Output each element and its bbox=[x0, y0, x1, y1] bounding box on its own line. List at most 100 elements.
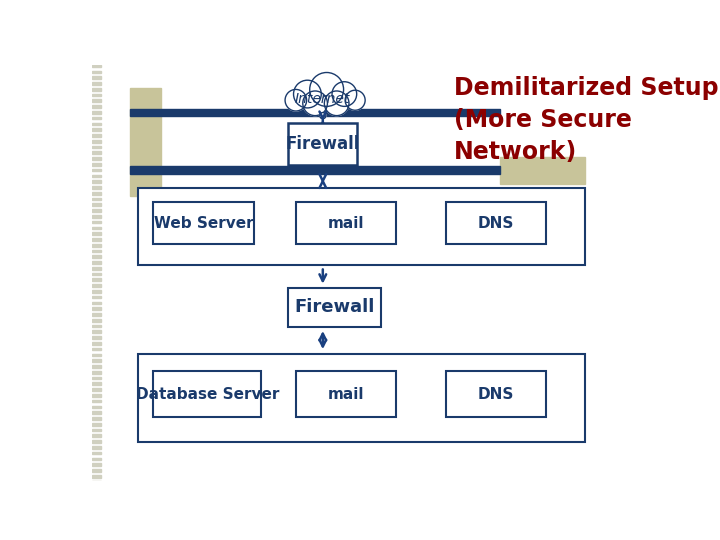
Bar bbox=[446, 372, 546, 417]
Bar bbox=[92, 105, 101, 108]
Bar bbox=[92, 463, 101, 466]
Bar bbox=[92, 267, 101, 269]
Bar bbox=[92, 319, 101, 322]
Bar bbox=[92, 452, 101, 455]
Bar bbox=[92, 249, 101, 252]
Bar bbox=[92, 481, 101, 483]
Text: Firewall: Firewall bbox=[294, 298, 374, 316]
Bar bbox=[446, 202, 546, 244]
Bar bbox=[92, 238, 101, 241]
Bar bbox=[130, 166, 500, 174]
Bar bbox=[92, 204, 101, 206]
Bar bbox=[92, 168, 101, 171]
Bar bbox=[153, 372, 261, 417]
Bar bbox=[92, 180, 101, 183]
Bar bbox=[92, 487, 101, 489]
Bar bbox=[92, 365, 101, 368]
Bar bbox=[92, 400, 101, 402]
Bar bbox=[92, 388, 101, 391]
Circle shape bbox=[345, 90, 365, 110]
Bar bbox=[92, 359, 101, 362]
Bar bbox=[92, 296, 101, 299]
Bar bbox=[92, 82, 101, 85]
Bar bbox=[500, 157, 585, 184]
Circle shape bbox=[285, 90, 307, 111]
Bar bbox=[92, 371, 101, 374]
Circle shape bbox=[303, 91, 328, 116]
Bar bbox=[92, 93, 101, 96]
Bar bbox=[92, 429, 101, 431]
Text: Database Server: Database Server bbox=[135, 387, 279, 402]
Bar bbox=[92, 226, 101, 229]
Bar bbox=[92, 423, 101, 426]
Text: mail: mail bbox=[328, 215, 364, 231]
Bar bbox=[92, 469, 101, 472]
Bar bbox=[92, 151, 101, 154]
Bar bbox=[92, 111, 101, 114]
Bar bbox=[92, 406, 101, 408]
Bar bbox=[92, 301, 101, 304]
Bar bbox=[92, 88, 101, 91]
Bar bbox=[92, 434, 101, 437]
Bar bbox=[92, 417, 101, 420]
Bar bbox=[288, 123, 357, 165]
Bar bbox=[92, 457, 101, 460]
Bar bbox=[92, 440, 101, 443]
Text: Firewall: Firewall bbox=[286, 134, 360, 153]
Bar bbox=[92, 475, 101, 477]
Bar bbox=[288, 288, 381, 327]
Bar bbox=[130, 88, 161, 195]
Text: DNS: DNS bbox=[478, 215, 514, 231]
Bar bbox=[92, 313, 101, 316]
Text: mail: mail bbox=[328, 387, 364, 402]
Bar bbox=[92, 492, 101, 495]
Bar bbox=[296, 202, 396, 244]
Bar bbox=[92, 198, 101, 200]
Bar bbox=[92, 330, 101, 333]
Bar bbox=[92, 244, 101, 247]
Bar bbox=[138, 354, 585, 442]
Circle shape bbox=[310, 72, 343, 106]
Bar bbox=[92, 284, 101, 287]
Bar bbox=[296, 372, 396, 417]
Bar bbox=[92, 163, 101, 166]
Circle shape bbox=[294, 80, 321, 108]
Text: Internet: Internet bbox=[295, 92, 351, 106]
Bar bbox=[130, 109, 500, 117]
Bar bbox=[92, 140, 101, 143]
Bar bbox=[92, 377, 101, 379]
Bar bbox=[92, 192, 101, 194]
Bar bbox=[92, 146, 101, 148]
Bar bbox=[92, 307, 101, 310]
Bar bbox=[92, 255, 101, 258]
Bar bbox=[92, 76, 101, 79]
Bar bbox=[92, 71, 101, 73]
Bar bbox=[92, 273, 101, 275]
Bar bbox=[92, 215, 101, 218]
Bar bbox=[92, 65, 101, 68]
Bar bbox=[92, 354, 101, 356]
Bar bbox=[92, 157, 101, 160]
Bar bbox=[92, 394, 101, 397]
Bar bbox=[138, 188, 585, 265]
Bar bbox=[92, 261, 101, 264]
Bar bbox=[92, 342, 101, 345]
Bar bbox=[92, 117, 101, 119]
Bar bbox=[153, 202, 253, 244]
Bar bbox=[92, 123, 101, 125]
Bar bbox=[92, 221, 101, 224]
Bar bbox=[92, 232, 101, 235]
Bar bbox=[92, 325, 101, 327]
Bar bbox=[92, 174, 101, 177]
Bar bbox=[92, 290, 101, 293]
Bar bbox=[92, 209, 101, 212]
Circle shape bbox=[320, 112, 326, 119]
Bar bbox=[92, 186, 101, 189]
Text: Web Server: Web Server bbox=[153, 215, 253, 231]
Circle shape bbox=[324, 91, 349, 116]
Bar bbox=[92, 411, 101, 414]
Text: Demilitarized Setup
(More Secure
Network): Demilitarized Setup (More Secure Network… bbox=[454, 76, 719, 164]
Bar bbox=[92, 279, 101, 281]
Bar bbox=[92, 336, 101, 339]
Text: DNS: DNS bbox=[478, 387, 514, 402]
